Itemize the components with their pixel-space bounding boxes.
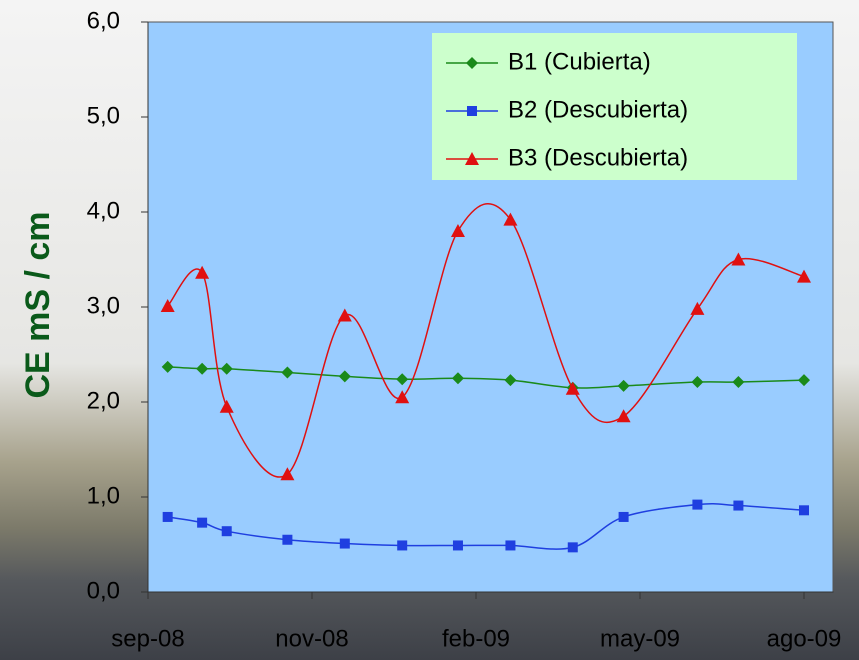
data-point	[617, 379, 630, 392]
data-point	[692, 499, 703, 510]
legend-marker	[467, 106, 477, 116]
data-point	[691, 376, 704, 389]
y-tick-label: 4,0	[87, 197, 120, 224]
data-point	[733, 500, 744, 511]
y-tick-label: 2,0	[87, 387, 120, 414]
data-point	[798, 374, 810, 387]
y-tick-label: 5,0	[87, 102, 120, 129]
data-point	[160, 299, 175, 313]
data-point	[452, 540, 463, 551]
data-point	[450, 224, 465, 237]
data-point	[732, 376, 745, 389]
data-point	[280, 467, 295, 481]
data-point	[505, 540, 516, 551]
data-point	[282, 534, 293, 545]
data-point	[797, 269, 811, 283]
data-point	[503, 212, 518, 226]
x-tick-label: ago-09	[767, 625, 842, 652]
data-point	[618, 511, 629, 522]
y-tick-label: 6,0	[87, 7, 120, 34]
legend-label: B3 (Descubierta)	[508, 144, 688, 171]
series-line	[167, 202, 805, 478]
data-point	[731, 252, 746, 266]
y-axis-title: CE mS / cm	[19, 211, 57, 398]
data-point	[504, 374, 517, 387]
data-point	[281, 366, 294, 379]
data-point	[451, 372, 464, 385]
data-point	[616, 409, 631, 423]
data-point	[197, 517, 208, 528]
x-tick-label: feb-09	[442, 625, 510, 652]
x-tick-label: sep-08	[111, 625, 184, 652]
data-point	[567, 542, 578, 553]
data-point	[337, 308, 352, 322]
legend-marker	[466, 57, 478, 69]
data-point	[196, 362, 209, 375]
legend-marker	[465, 152, 479, 165]
legend	[432, 33, 797, 180]
data-point	[161, 360, 174, 373]
data-point	[338, 370, 351, 383]
x-tick-label: nov-08	[275, 625, 348, 652]
data-point	[221, 526, 232, 537]
data-point	[799, 505, 809, 516]
data-point	[195, 265, 210, 279]
y-tick-label: 1,0	[87, 482, 120, 509]
data-point	[219, 399, 234, 413]
x-tick-label: may-09	[600, 625, 680, 652]
y-tick-label: 3,0	[87, 292, 120, 319]
data-point	[397, 540, 408, 551]
legend-label: B2 (Descubierta)	[508, 96, 688, 123]
data-point	[162, 511, 173, 522]
data-point	[690, 301, 705, 315]
legend-label: B1 (Cubierta)	[508, 48, 651, 75]
data-point	[339, 538, 350, 549]
data-point	[395, 390, 410, 404]
data-point	[220, 362, 233, 375]
y-tick-label: 0,0	[87, 577, 120, 604]
data-point	[565, 381, 580, 395]
data-point	[396, 373, 409, 386]
